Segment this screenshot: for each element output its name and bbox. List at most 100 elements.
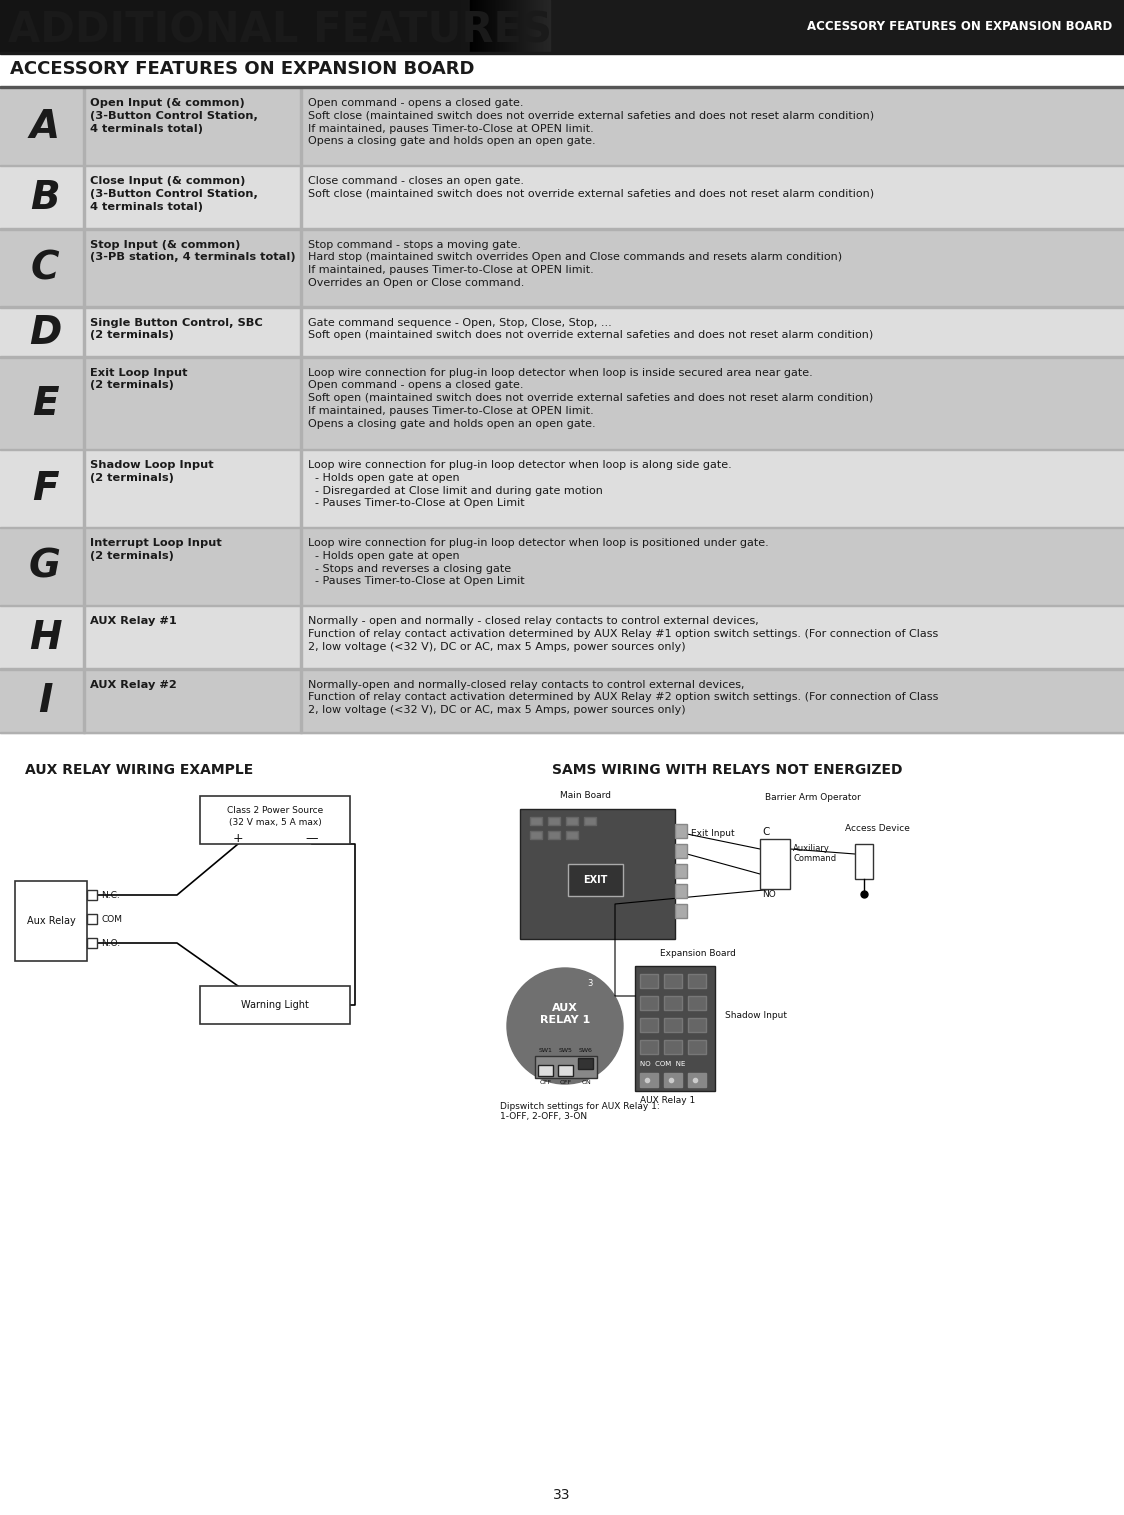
Bar (640, 1073, 658, 1086)
Text: ADDITIONAL FEATURES: ADDITIONAL FEATURES (8, 9, 552, 52)
Bar (640, 995, 658, 1011)
Bar (83, 529, 84, 606)
Text: ACCESSORY FEATURES ON EXPANSION BOARD: ACCESSORY FEATURES ON EXPANSION BOARD (10, 61, 474, 77)
Bar (688, 974, 706, 988)
Bar (0, 52, 1124, 55)
Bar (0, 0, 1124, 52)
Circle shape (507, 968, 623, 1085)
Text: Interrupt Loop Input
(2 terminals): Interrupt Loop Input (2 terminals) (90, 538, 221, 561)
Bar (688, 1039, 706, 1054)
Text: OFF: OFF (560, 1080, 572, 1085)
Text: N.O.: N.O. (101, 938, 120, 947)
Bar (0, 450, 1124, 529)
Bar (83, 229, 84, 308)
Bar (855, 844, 873, 879)
Bar (676, 844, 687, 857)
Text: Shadow Loop Input
(2 terminals): Shadow Loop Input (2 terminals) (90, 461, 214, 483)
Bar (760, 839, 790, 889)
Text: D: D (29, 314, 61, 351)
Text: SAMS WIRING WITH RELAYS NOT ENERGIZED: SAMS WIRING WITH RELAYS NOT ENERGIZED (552, 764, 903, 777)
Text: Open command - opens a closed gate.
Soft close (maintained switch does not overr: Open command - opens a closed gate. Soft… (308, 98, 874, 147)
Text: SW5: SW5 (559, 1048, 573, 1053)
Bar (15, 882, 87, 961)
Text: Open Input (& common)
(3-Button Control Station,
4 terminals total): Open Input (& common) (3-Button Control … (90, 98, 257, 133)
Bar (200, 795, 350, 844)
Text: AUX Relay 1: AUX Relay 1 (640, 1095, 696, 1104)
Text: —: — (306, 832, 318, 845)
Bar (0, 88, 1124, 167)
Bar (688, 1073, 706, 1086)
Bar (83, 606, 84, 670)
Text: ON: ON (581, 1080, 591, 1085)
Text: Close Input (& common)
(3-Button Control Station,
4 terminals total): Close Input (& common) (3-Button Control… (90, 176, 257, 212)
Bar (300, 358, 301, 450)
Bar (200, 986, 350, 1024)
Bar (640, 1039, 658, 1054)
Bar (87, 938, 97, 948)
Text: COM: COM (101, 915, 123, 924)
Bar (558, 1065, 573, 1076)
Bar (640, 974, 658, 988)
Bar (470, 0, 1124, 52)
Bar (87, 889, 97, 900)
Text: SW6: SW6 (579, 1048, 593, 1053)
Bar (0, 606, 1124, 670)
Bar (549, 832, 560, 839)
Text: Aux Relay: Aux Relay (27, 917, 75, 926)
Bar (0, 358, 1124, 450)
Text: Main Board: Main Board (560, 791, 611, 800)
Text: C: C (762, 827, 769, 836)
Text: Class 2 Power Source: Class 2 Power Source (227, 806, 323, 815)
Text: Warning Light: Warning Light (241, 1000, 309, 1011)
Bar (566, 832, 578, 839)
Bar (584, 817, 596, 826)
Text: Close command - closes an open gate.
Soft close (maintained switch does not over: Close command - closes an open gate. Sof… (308, 176, 874, 198)
Bar (538, 1065, 553, 1076)
Text: Loop wire connection for plug-in loop detector when loop is inside secured area : Loop wire connection for plug-in loop de… (308, 368, 873, 429)
Text: SW1: SW1 (540, 1048, 553, 1053)
Bar (635, 967, 715, 1091)
Text: C: C (30, 250, 60, 288)
Text: AUX
RELAY 1: AUX RELAY 1 (540, 1003, 590, 1024)
Bar (688, 1018, 706, 1032)
Text: Shadow Input: Shadow Input (725, 1011, 787, 1020)
Bar (520, 809, 676, 939)
Bar (300, 450, 301, 529)
Text: Loop wire connection for plug-in loop detector when loop is along side gate.
  -: Loop wire connection for plug-in loop de… (308, 461, 732, 509)
Text: Single Button Control, SBC
(2 terminals): Single Button Control, SBC (2 terminals) (90, 318, 263, 341)
Bar (676, 904, 687, 918)
Text: B: B (30, 179, 60, 217)
Text: Dipswitch settings for AUX Relay 1:
1-OFF, 2-OFF, 3-ON: Dipswitch settings for AUX Relay 1: 1-OF… (500, 1101, 660, 1121)
Bar (300, 308, 301, 358)
Bar (300, 529, 301, 606)
Text: Expansion Board: Expansion Board (660, 948, 736, 957)
Text: Stop Input (& common)
(3-PB station, 4 terminals total): Stop Input (& common) (3-PB station, 4 t… (90, 239, 296, 262)
Text: A: A (30, 108, 60, 145)
Text: N.C.: N.C. (101, 891, 120, 900)
Bar (0, 229, 1124, 308)
Text: I: I (38, 682, 52, 720)
Text: NO: NO (762, 889, 776, 898)
Bar (300, 670, 301, 733)
Text: NO  COM  NE: NO COM NE (640, 1060, 686, 1067)
Text: OFF: OFF (540, 1080, 552, 1085)
Text: +: + (233, 832, 243, 845)
Bar (83, 308, 84, 358)
Bar (568, 864, 623, 895)
Text: Gate command sequence - Open, Stop, Close, Stop, ...
Soft open (maintained switc: Gate command sequence - Open, Stop, Clos… (308, 318, 873, 341)
Bar (676, 864, 687, 879)
Bar (83, 358, 84, 450)
Text: F: F (31, 470, 58, 508)
Bar (664, 1073, 682, 1086)
Text: 33: 33 (553, 1488, 571, 1501)
Bar (578, 1057, 593, 1070)
Bar (549, 817, 560, 826)
Text: Access Device: Access Device (845, 824, 909, 833)
Bar (300, 229, 301, 308)
Text: G: G (29, 548, 61, 586)
Bar (0, 167, 1124, 229)
Bar (640, 1018, 658, 1032)
Text: ACCESSORY FEATURES ON EXPANSION BOARD: ACCESSORY FEATURES ON EXPANSION BOARD (807, 20, 1112, 32)
Text: AUX RELAY WIRING EXAMPLE: AUX RELAY WIRING EXAMPLE (25, 764, 253, 777)
Text: Barrier Arm Operator: Barrier Arm Operator (765, 792, 861, 801)
